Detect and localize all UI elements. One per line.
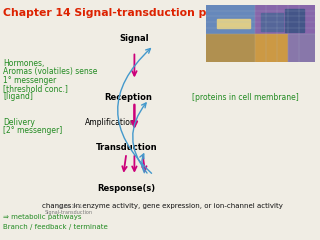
FancyArrowPatch shape (133, 103, 147, 173)
Bar (288, 34, 315, 62)
Text: Transduction: Transduction (96, 143, 157, 152)
Text: [proteins in cell membrane]: [proteins in cell membrane] (192, 93, 299, 102)
Bar (261, 13, 283, 31)
Text: ⇒ metabolic pathways: ⇒ metabolic pathways (3, 214, 82, 220)
Text: [2° messenger]: [2° messenger] (3, 126, 62, 135)
Text: changes in enzyme activity, gene expression, or ion-channel activity: changes in enzyme activity, gene express… (42, 203, 283, 209)
Text: Aromas (volatiles) sense: Aromas (volatiles) sense (3, 67, 98, 76)
Text: Chapter 14 Signal-transduction pathways: Chapter 14 Signal-transduction pathways (3, 8, 257, 18)
FancyArrowPatch shape (140, 154, 144, 173)
Text: Signal: Signal (120, 34, 149, 43)
Bar (285, 9, 304, 32)
Text: [threshold conc.]: [threshold conc.] (3, 84, 68, 93)
FancyArrowPatch shape (118, 48, 152, 173)
Text: Figure 14.1
Signal-transduction: Figure 14.1 Signal-transduction (45, 204, 93, 215)
Text: Amplification: Amplification (85, 118, 136, 127)
Text: Delivery: Delivery (3, 118, 35, 127)
Bar (206, 5, 255, 34)
Bar (255, 34, 288, 62)
Text: Hormones,: Hormones, (3, 59, 44, 68)
Text: 1° messenger: 1° messenger (3, 76, 56, 85)
Text: Branch / feedback / terminate: Branch / feedback / terminate (3, 224, 108, 230)
Text: Response(s): Response(s) (97, 184, 156, 193)
Bar (255, 5, 315, 34)
Text: [ligand]: [ligand] (3, 92, 33, 101)
Bar (206, 34, 255, 62)
Text: Reception: Reception (104, 93, 152, 102)
Bar (217, 19, 250, 28)
